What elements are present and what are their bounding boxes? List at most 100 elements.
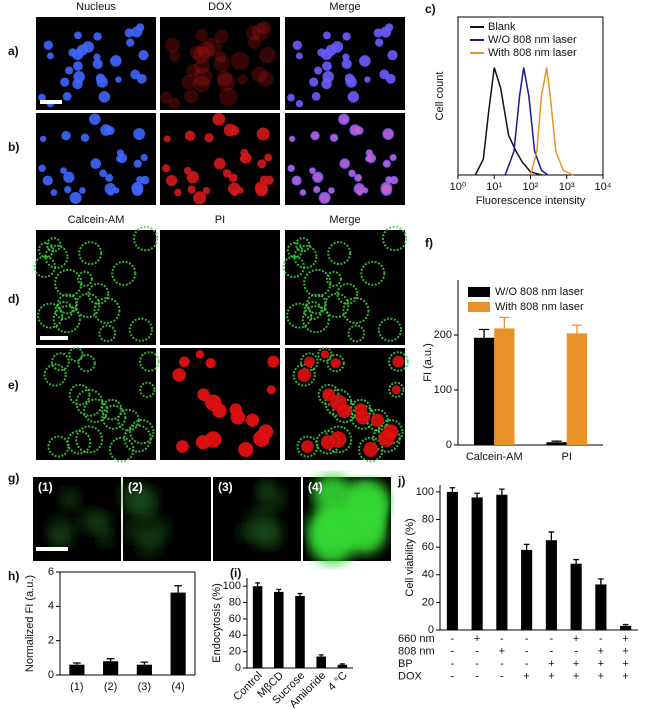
cell	[254, 181, 268, 195]
cell	[38, 164, 46, 173]
cell	[377, 317, 402, 342]
cell	[51, 352, 70, 372]
legend-swatch	[468, 287, 490, 297]
cell	[327, 241, 352, 266]
cell	[73, 31, 82, 40]
cell	[306, 293, 327, 315]
error-bar	[297, 592, 303, 596]
panel-label: g)	[8, 471, 19, 485]
cell	[92, 58, 103, 69]
cell	[366, 149, 373, 156]
cell	[223, 123, 237, 137]
scale-bar	[40, 100, 62, 104]
y-axis-title: FI (a.u.)	[422, 343, 434, 382]
x-tick-label: (1)	[70, 681, 83, 693]
cell	[193, 46, 211, 64]
cell	[52, 305, 81, 334]
condition-mark: -	[500, 658, 504, 670]
cell	[183, 166, 192, 175]
micrograph	[36, 17, 156, 110]
cell	[212, 112, 226, 126]
cell	[245, 413, 260, 427]
cell	[96, 76, 108, 88]
cell	[300, 352, 319, 372]
cell	[99, 169, 107, 178]
cell	[90, 511, 114, 535]
cell	[266, 385, 276, 395]
cell	[354, 174, 362, 181]
bar	[595, 584, 607, 630]
cell	[132, 225, 159, 252]
cell	[340, 159, 349, 168]
cell	[295, 52, 303, 60]
cell	[130, 69, 141, 80]
y-tick-label: 0	[48, 669, 54, 681]
cell	[375, 38, 384, 47]
cell	[288, 165, 295, 172]
cell	[195, 435, 211, 450]
image-background	[36, 348, 156, 460]
panel-label: b)	[8, 140, 19, 154]
cell	[100, 124, 112, 136]
cell	[388, 381, 405, 398]
image-background	[160, 17, 280, 110]
cell	[343, 479, 390, 526]
bar	[521, 549, 533, 630]
error-bar	[551, 440, 562, 443]
y-tick-label: 4	[48, 600, 54, 612]
cell	[123, 520, 146, 543]
cell	[296, 435, 319, 458]
cell	[215, 51, 227, 63]
cell	[330, 134, 338, 142]
condition-mark: -	[550, 633, 554, 645]
error-bar	[276, 588, 282, 592]
cell	[79, 187, 86, 194]
bar	[620, 625, 632, 630]
cell	[387, 50, 398, 61]
condition-mark: +	[548, 658, 554, 670]
condition-mark: -	[500, 633, 504, 645]
cell	[287, 93, 295, 102]
cell	[381, 225, 408, 252]
condition-mark: -	[451, 645, 455, 657]
condition-mark: +	[598, 658, 604, 670]
cell	[324, 388, 353, 417]
condition-label: 660 nm	[398, 633, 435, 645]
condition-mark: +	[548, 670, 554, 682]
y-tick-label: 60	[422, 541, 434, 553]
cell	[342, 32, 351, 41]
condition-mark: +	[598, 670, 604, 682]
cell	[301, 305, 330, 334]
bar	[496, 494, 508, 630]
cell	[186, 171, 200, 184]
y-tick-label: 40	[422, 569, 434, 581]
cell	[216, 70, 233, 87]
cell	[267, 355, 280, 368]
micrograph	[117, 477, 211, 561]
y-tick-label: 200	[434, 329, 452, 341]
cell	[179, 356, 190, 368]
condition-mark: -	[475, 670, 479, 682]
micrograph	[33, 225, 159, 345]
condition-label: BP	[398, 658, 413, 670]
cell	[342, 53, 350, 61]
condition-mark: +	[622, 658, 628, 670]
column-header: Nucleus	[76, 1, 116, 13]
micrograph	[160, 112, 280, 205]
x-tick-label: 4 °C	[326, 670, 350, 694]
cell	[238, 442, 254, 458]
y-tick-label: 20	[229, 646, 241, 658]
cell	[168, 97, 181, 110]
cell	[186, 64, 200, 78]
cell	[309, 77, 319, 87]
x-tick-label: 10¹	[486, 181, 502, 193]
cell	[381, 183, 392, 193]
cell	[390, 176, 398, 184]
error-bar	[622, 623, 629, 626]
error-bar	[474, 492, 480, 498]
cell	[359, 55, 371, 67]
cell	[350, 125, 360, 135]
cell	[126, 38, 135, 47]
cell	[237, 74, 248, 85]
cell	[388, 351, 409, 372]
